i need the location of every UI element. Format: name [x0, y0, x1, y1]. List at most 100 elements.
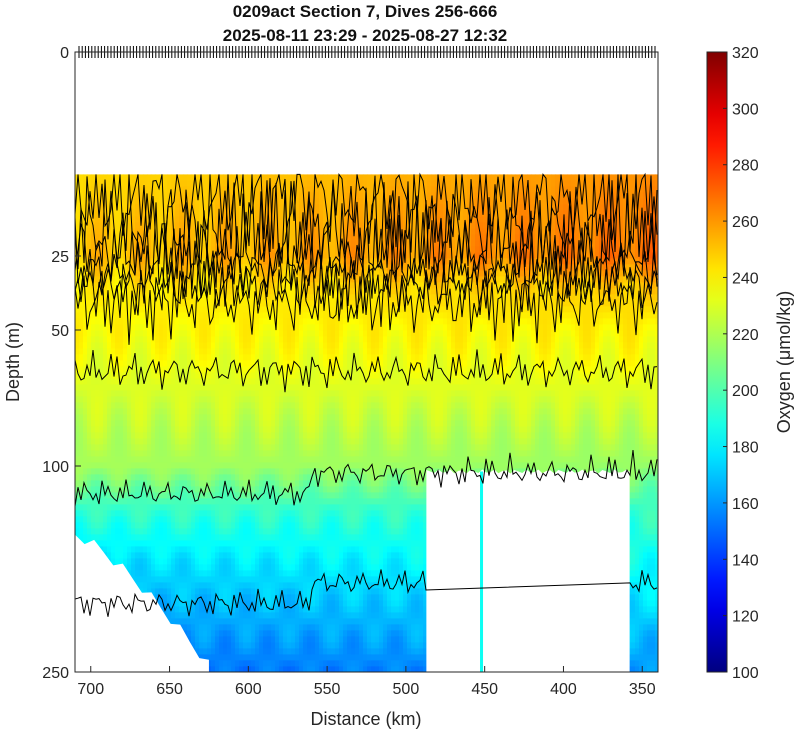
field-cell — [311, 528, 316, 535]
field-cell — [243, 618, 248, 625]
field-cell — [171, 408, 176, 415]
field-cell — [219, 378, 224, 385]
field-cell — [279, 408, 284, 415]
field-cell — [311, 510, 316, 517]
field-cell — [79, 402, 84, 409]
field-cell — [207, 462, 212, 469]
field-cell — [307, 558, 312, 565]
field-cell — [167, 516, 172, 523]
field-cell — [83, 204, 88, 211]
field-cell — [243, 456, 248, 463]
field-cell — [107, 378, 112, 385]
field-cell — [275, 564, 280, 571]
field-cell — [275, 606, 280, 613]
field-cell — [87, 480, 92, 487]
field-cell — [207, 450, 212, 457]
field-cell — [207, 420, 212, 427]
field-cell — [283, 456, 288, 463]
field-cell — [143, 522, 148, 529]
field-cell — [311, 588, 316, 595]
field-cell — [275, 516, 280, 523]
field-cell — [271, 372, 276, 379]
field-cell — [211, 210, 216, 217]
field-cell — [151, 486, 156, 493]
field-cell — [131, 456, 136, 463]
field-cell — [227, 408, 232, 415]
field-cell — [307, 432, 312, 439]
field-cell — [123, 522, 128, 529]
field-cell — [243, 330, 248, 337]
field-cell — [239, 348, 244, 355]
field-cell — [191, 216, 196, 223]
field-cell — [299, 654, 304, 661]
field-cell — [143, 564, 148, 571]
field-cell — [287, 666, 292, 672]
field-cell — [279, 204, 284, 211]
field-cell — [283, 306, 288, 313]
field-cell — [239, 300, 244, 307]
field-cell — [231, 324, 236, 331]
field-cell — [91, 186, 96, 193]
field-cell — [167, 582, 172, 589]
field-cell — [203, 534, 208, 541]
field-cell — [171, 552, 176, 559]
field-cell — [243, 504, 248, 511]
field-cell — [175, 516, 180, 523]
field-cell — [203, 558, 208, 565]
field-cell — [107, 510, 112, 517]
field-cell — [119, 258, 124, 265]
field-cell — [251, 516, 256, 523]
field-cell — [151, 540, 156, 547]
field-cell — [251, 534, 256, 541]
field-cell — [259, 420, 264, 427]
field-cell — [211, 384, 216, 391]
field-cell — [83, 420, 88, 427]
field-cell — [187, 342, 192, 349]
field-cell — [143, 474, 148, 481]
field-cell — [291, 630, 296, 637]
field-cell — [111, 252, 116, 259]
field-cell — [183, 438, 188, 445]
field-cell — [131, 330, 136, 337]
field-cell — [199, 408, 204, 415]
field-cell — [107, 180, 112, 187]
field-cell — [195, 564, 200, 571]
field-cell — [263, 474, 268, 481]
field-cell — [151, 438, 156, 445]
field-cell — [227, 174, 232, 181]
field-cell — [99, 492, 104, 499]
field-cell — [259, 348, 264, 355]
field-cell — [295, 636, 300, 643]
field-cell — [155, 384, 160, 391]
field-cell — [303, 546, 308, 553]
field-cell — [275, 264, 280, 271]
field-cell — [299, 396, 304, 403]
field-cell — [139, 306, 144, 313]
field-cell — [103, 366, 108, 373]
field-cell — [287, 348, 292, 355]
field-cell — [159, 480, 164, 487]
field-cell — [111, 288, 116, 295]
field-cell — [95, 222, 100, 229]
field-cell — [299, 354, 304, 361]
field-cell — [263, 444, 268, 451]
field-cell — [291, 318, 296, 325]
field-cell — [215, 498, 220, 505]
field-cell — [283, 450, 288, 457]
field-cell — [143, 384, 148, 391]
field-cell — [75, 318, 80, 325]
field-cell — [307, 180, 312, 187]
field-cell — [167, 426, 172, 433]
field-cell — [227, 600, 232, 607]
field-cell — [111, 318, 116, 325]
field-cell — [171, 390, 176, 397]
field-cell — [287, 240, 292, 247]
field-cell — [191, 462, 196, 469]
field-cell — [239, 498, 244, 505]
field-cell — [211, 222, 216, 229]
field-cell — [307, 462, 312, 469]
field-cell — [207, 222, 212, 229]
field-cell — [239, 378, 244, 385]
field-cell — [167, 324, 172, 331]
field-cell — [311, 288, 316, 295]
